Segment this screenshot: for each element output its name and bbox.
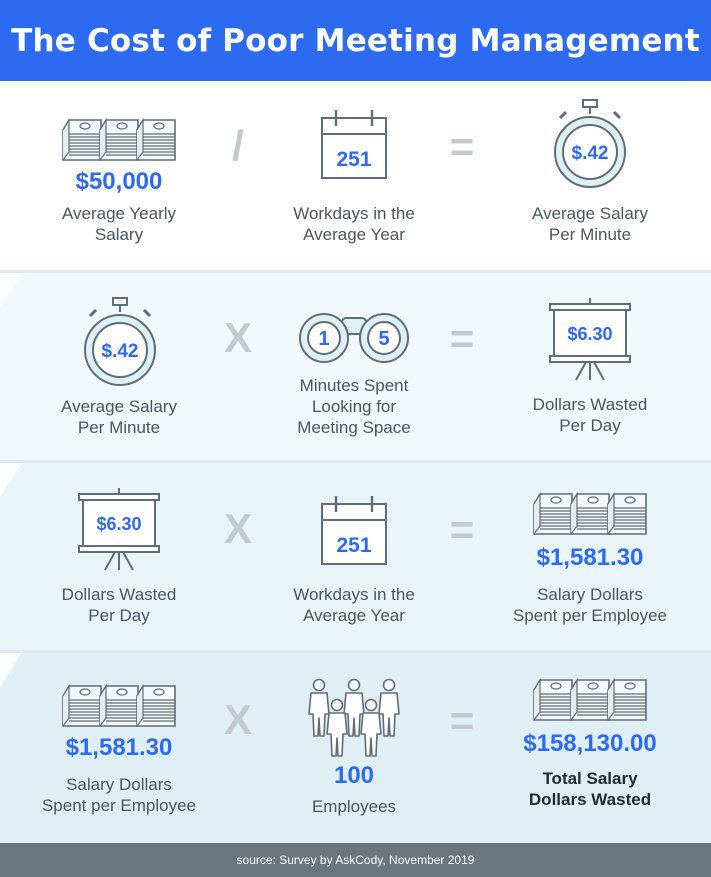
money-stack-icon — [533, 493, 647, 535]
board-value: $6.30 — [96, 514, 141, 534]
stopwatch-icon: $.42 — [554, 99, 626, 188]
salary-per-employee-label: Salary Dollars Spent per Employee — [512, 585, 668, 625]
dollars-wasted-label: Dollars Wasted Per Day — [61, 585, 177, 625]
calendar-icon: 251 — [321, 110, 387, 179]
salary-per-employee-value: $1,581.30 — [65, 734, 173, 761]
salary-per-minute-label: Average Salary Per Minute — [532, 204, 648, 244]
divider — [0, 460, 711, 463]
workdays-label: Workdays in the Average Year — [293, 204, 415, 244]
calendar-value: 251 — [336, 148, 371, 171]
yearly-salary-label: Average Yearly Salary — [61, 204, 177, 244]
board-value: $6.30 — [567, 324, 612, 344]
multiply-operator: X — [223, 505, 252, 552]
divider — [0, 650, 711, 653]
dollars-wasted-label: Dollars Wasted Per Day — [532, 395, 648, 435]
yearly-salary-value: $50,000 — [75, 168, 163, 195]
binoculars-icon: 1 5 — [299, 313, 409, 363]
equals-operator: = — [449, 315, 475, 362]
total-wasted-label: Total Salary Dollars Wasted — [528, 769, 652, 809]
binoculars-value-1: 1 — [318, 328, 329, 350]
calendar-icon: 251 — [321, 496, 387, 565]
salary-per-employee-value: $1,581.30 — [536, 544, 644, 571]
salary-per-minute-label: Average Salary Per Minute — [61, 397, 177, 437]
multiply-operator: X — [223, 314, 252, 361]
stopwatch-value: $.42 — [102, 341, 139, 362]
equals-operator: = — [449, 123, 475, 170]
money-stack-icon — [533, 679, 647, 721]
equals-operator: = — [449, 697, 475, 744]
binoculars-value-2: 5 — [378, 328, 389, 350]
stopwatch-icon: $.42 — [84, 297, 156, 386]
divider — [0, 270, 711, 273]
presentation-board-icon: $6.30 — [78, 488, 160, 571]
money-stack-icon — [62, 685, 176, 727]
total-wasted-value: $158,130.00 — [523, 730, 657, 757]
workdays-label: Workdays in the Average Year — [293, 585, 415, 625]
stopwatch-value: $.42 — [572, 143, 609, 164]
page-title: The Cost of Poor Meeting Management — [0, 0, 711, 81]
people-group-icon — [308, 678, 400, 757]
employees-value: 100 — [333, 762, 375, 789]
salary-per-employee-label: Salary Dollars Spent per Employee — [41, 775, 197, 815]
source-footer: source: Survey by AskCody, November 2019 — [0, 843, 711, 877]
presentation-board-icon: $6.30 — [549, 298, 631, 381]
equals-operator: = — [449, 506, 475, 553]
minutes-spent-label: Minutes Spent Looking for Meeting Space — [297, 376, 411, 437]
employees-label: Employees — [311, 797, 397, 816]
calendar-value: 251 — [336, 534, 371, 557]
divide-operator: / — [232, 122, 244, 169]
multiply-operator: X — [223, 696, 252, 743]
money-stack-icon — [62, 119, 176, 161]
